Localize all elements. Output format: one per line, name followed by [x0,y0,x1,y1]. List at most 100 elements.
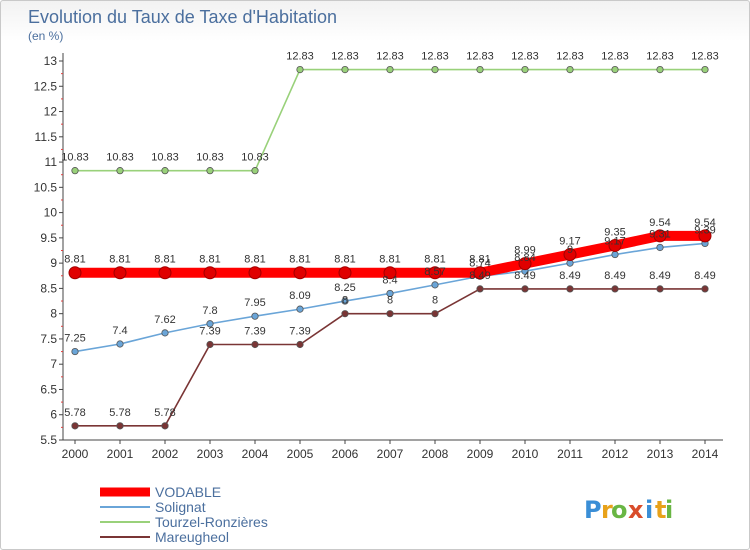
data-point [656,243,664,252]
legend-label: Solignat [155,499,206,515]
chart-title: Evolution du Taux de Taxe d'Habitation [28,7,337,27]
data-point [656,65,664,74]
data-label: 9.54 [694,217,715,229]
data-label: 7.39 [289,325,310,337]
data-point [161,167,169,175]
data-label: 8 [342,295,348,307]
x-tick-label: 2007 [377,447,404,461]
y-tick-label: 8 [50,307,57,321]
data-label: 5.78 [64,407,85,419]
data-label: 7.39 [199,325,220,337]
data-label: 8.99 [514,245,535,257]
x-tick-label: 2010 [512,447,539,461]
x-tick-label: 2002 [152,447,179,461]
x-tick-label: 2009 [467,447,494,461]
x-tick-label: 2000 [62,447,89,461]
y-tick-label: 8.5 [40,281,57,295]
data-point [296,305,304,313]
data-point [608,238,622,252]
y-tick-label: 12.5 [34,79,58,93]
data-point [203,266,217,280]
data-point [158,266,172,280]
x-tick-label: 2012 [602,447,629,461]
data-point [473,266,487,280]
logo-letter: o [611,496,628,524]
data-point [206,340,214,349]
data-point [521,285,529,293]
data-label: 8.74 [469,257,490,269]
data-label: 8.81 [469,254,490,266]
data-point [116,422,124,430]
data-label: 12.83 [466,51,494,63]
data-point [71,422,79,430]
data-label: 12.83 [421,51,449,63]
data-label: 9.54 [649,217,670,229]
data-point [431,281,439,289]
data-label: 10.83 [196,152,224,164]
data-point [293,266,307,280]
data-label: 8.81 [334,254,355,266]
data-point [68,266,82,280]
data-label: 7.95 [244,297,265,309]
data-point [653,229,667,243]
data-point [611,285,619,293]
logo-letter: r [601,496,613,524]
data-label: 8.84 [514,252,535,264]
data-point [161,329,169,337]
data-label: 12.83 [511,51,539,63]
data-point [71,347,79,356]
y-unit-label: (en %) [28,29,64,43]
data-label: 8.49 [559,270,580,282]
logo-letter: x [628,496,644,524]
x-tick-label: 2003 [197,447,224,461]
x-tick-label: 2006 [332,447,359,461]
data-point [383,266,397,280]
data-label: 7.4 [112,325,127,337]
data-label: 9.17 [559,236,580,248]
data-point [113,266,127,280]
data-label: 10.83 [241,152,269,164]
data-point [431,310,439,318]
data-label: 8.49 [604,270,625,282]
data-label: 9 [567,244,573,256]
legend-label: Tourzel-Ronzières [155,514,268,530]
legend-label: Mareugheol [155,529,229,545]
data-label: 8.81 [109,254,130,266]
data-label: 7.62 [154,314,175,326]
data-label: 10.83 [151,152,179,164]
data-point [206,320,214,328]
data-label: 8.57 [424,266,445,278]
y-tick-label: 7.5 [40,332,57,346]
y-tick-label: 10.5 [34,180,58,194]
y-tick-label: 5.5 [40,433,57,447]
data-label: 8 [387,295,393,307]
data-label: 8.81 [424,254,445,266]
data-label: 9.17 [604,236,625,248]
data-point [701,65,709,74]
x-tick-label: 2014 [692,447,719,461]
x-tick-label: 2011 [557,447,583,461]
data-point [431,65,439,74]
data-label: 8.49 [469,270,490,282]
data-label: 8.49 [514,270,535,282]
data-label: 9.35 [604,226,625,238]
data-label: 8.09 [289,290,310,302]
data-label: 9.31 [649,228,670,240]
data-point [116,167,124,175]
data-label: 8.4 [382,274,397,286]
data-point [296,340,304,349]
data-point [341,65,349,74]
data-label: 8.81 [154,254,175,266]
y-tick-label: 13 [44,54,58,68]
data-label: 8.81 [244,254,265,266]
y-tick-label: 6.5 [40,382,57,396]
data-label: 8.49 [694,270,715,282]
data-label: 7.39 [244,325,265,337]
x-tick-label: 2004 [242,447,269,461]
data-label: 8.81 [289,254,310,266]
data-label: 8.81 [199,254,220,266]
data-point [476,285,484,293]
data-label: 8.25 [334,282,355,294]
data-point [116,340,124,348]
